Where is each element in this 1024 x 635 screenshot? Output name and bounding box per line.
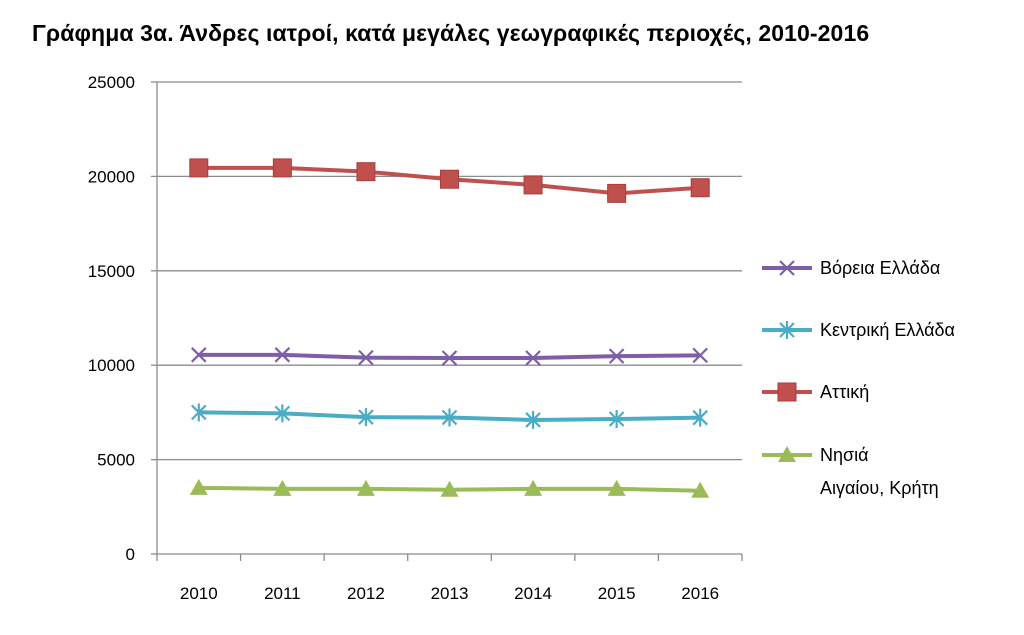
data-point — [778, 446, 796, 462]
y-axis-ticks: 0 5000 10000 15000 20000 25000 — [88, 73, 157, 564]
x-tick-label: 2010 — [180, 584, 218, 603]
x-tick-label: 2014 — [514, 584, 552, 603]
gridlines — [157, 81, 742, 461]
data-point — [273, 479, 292, 496]
legend-label: Βόρεια Ελλάδα — [820, 258, 940, 278]
data-point — [358, 349, 374, 366]
data-point — [777, 382, 797, 402]
series-square — [189, 158, 710, 203]
legend-item: Κεντρική Ελλάδα — [762, 320, 955, 340]
data-point — [523, 175, 543, 195]
data-point — [779, 260, 795, 276]
legend-label: Αιγαίου, Κρήτη — [820, 478, 939, 498]
y-tick-label: 5000 — [97, 451, 135, 470]
data-point — [779, 321, 795, 339]
data-point — [274, 404, 291, 423]
legend-label: Κεντρική Ελλάδα — [820, 320, 955, 340]
data-point — [607, 183, 627, 203]
data-point — [191, 347, 207, 363]
data-point — [692, 347, 708, 364]
x-axis-ticks: 2010 2011 2012 2013 2014 2015 2016 — [156, 554, 743, 603]
legend-label: Αττική — [820, 382, 869, 402]
data-point — [440, 169, 459, 189]
legend-item: Αττική — [762, 382, 869, 402]
y-tick-label: 0 — [126, 545, 135, 564]
data-point — [608, 348, 625, 364]
legend-label: Νησιά — [820, 445, 869, 465]
data-point — [525, 350, 541, 366]
data-point — [440, 480, 459, 497]
data-point — [607, 479, 626, 496]
data-point — [272, 158, 292, 178]
data-point — [692, 408, 708, 427]
x-tick-label: 2015 — [598, 584, 636, 603]
data-point — [274, 347, 291, 363]
data-point — [189, 158, 209, 178]
legend: Βόρεια Ελλάδα Κεντρική Ελλάδα Αττική Νησιά Α… — [762, 258, 955, 498]
series-layer — [189, 158, 710, 498]
y-tick-label: 25000 — [88, 73, 135, 92]
x-tick-label: 2012 — [347, 584, 385, 603]
data-point — [356, 162, 376, 182]
legend-item: Βόρεια Ελλάδα — [762, 258, 940, 278]
data-point — [608, 410, 625, 429]
x-tick-label: 2011 — [264, 584, 301, 603]
data-point — [441, 350, 458, 366]
data-point — [189, 478, 208, 495]
legend-item: Νησιά Αιγαίου, Κρήτη — [762, 445, 939, 498]
x-tick-label: 2016 — [681, 584, 719, 603]
data-point — [691, 481, 710, 498]
data-point — [358, 408, 374, 427]
y-tick-label: 20000 — [88, 167, 135, 186]
data-point — [441, 408, 458, 427]
data-point — [690, 178, 710, 198]
data-point — [191, 403, 207, 422]
y-tick-label: 10000 — [88, 356, 135, 375]
data-point — [356, 479, 375, 496]
axes — [156, 82, 742, 555]
series-triangle — [189, 478, 710, 498]
data-point — [525, 410, 541, 429]
y-tick-label: 15000 — [88, 262, 135, 281]
data-point — [524, 479, 543, 496]
x-tick-label: 2013 — [431, 584, 469, 603]
series-x — [191, 347, 708, 366]
series-star — [191, 403, 708, 429]
chart-title: Γράφημα 3α. Άνδρες ιατροί, κατά μεγάλες … — [32, 20, 870, 46]
